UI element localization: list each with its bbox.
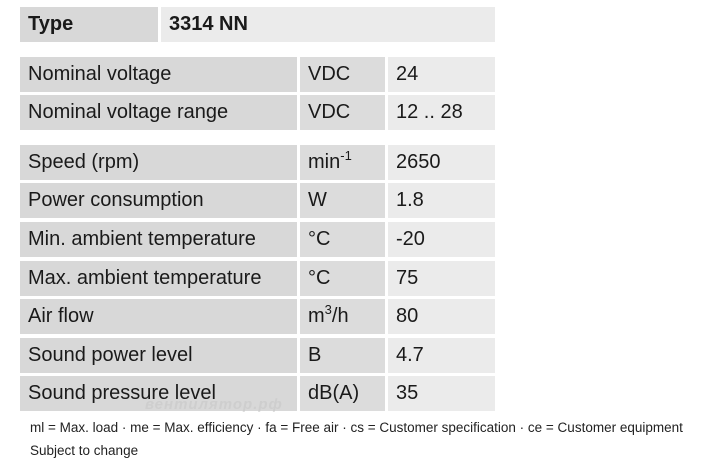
- param-unit: W: [300, 183, 385, 218]
- param-unit: °C: [300, 261, 385, 296]
- param-value: 24: [388, 57, 495, 92]
- unit-text: W: [308, 189, 327, 211]
- param-value: 35: [388, 376, 495, 411]
- unit-text: dB(A): [308, 382, 360, 404]
- param-name: Min. ambient temperature: [20, 222, 297, 257]
- param-value: 80: [388, 299, 495, 334]
- unit-text: m: [308, 305, 325, 327]
- unit-sup: -1: [340, 148, 352, 163]
- param-value: 4.7: [388, 338, 495, 373]
- watermark: вентилятор.рф: [145, 396, 283, 413]
- param-unit: VDC: [300, 57, 385, 92]
- type-label: Type: [20, 7, 158, 42]
- unit-text: VDC: [308, 101, 351, 123]
- param-unit: min-1: [300, 145, 385, 180]
- param-name: Sound pressure level: [20, 376, 297, 411]
- note: Subject to change: [30, 443, 139, 458]
- unit-sup: 3: [324, 302, 332, 317]
- unit-text: min: [308, 151, 341, 173]
- param-name: Max. ambient temperature: [20, 261, 297, 296]
- type-value: 3314 NN: [161, 7, 495, 42]
- param-unit: dB(A): [300, 376, 385, 411]
- param-value: 12 .. 28: [388, 95, 495, 130]
- unit-text: B: [308, 344, 322, 366]
- param-value: 75: [388, 261, 495, 296]
- unit-after: /h: [331, 305, 349, 327]
- unit-text: °C: [308, 228, 331, 250]
- param-name: Nominal voltage range: [20, 95, 297, 130]
- param-unit: m3/h: [300, 299, 385, 334]
- param-name: Sound power level: [20, 338, 297, 373]
- param-name: Speed (rpm): [20, 145, 297, 180]
- param-name: Power consumption: [20, 183, 297, 218]
- param-value: 2650: [388, 145, 495, 180]
- param-unit: VDC: [300, 95, 385, 130]
- param-unit: °C: [300, 222, 385, 257]
- param-unit: B: [300, 338, 385, 373]
- param-name: Nominal voltage: [20, 57, 297, 92]
- param-value: 1.8: [388, 183, 495, 218]
- footnote: ml = Max. load · me = Max. efficiency · …: [30, 420, 683, 435]
- unit-text: °C: [308, 267, 331, 289]
- param-value: -20: [388, 222, 495, 257]
- param-name: Air flow: [20, 299, 297, 334]
- unit-text: VDC: [308, 63, 351, 85]
